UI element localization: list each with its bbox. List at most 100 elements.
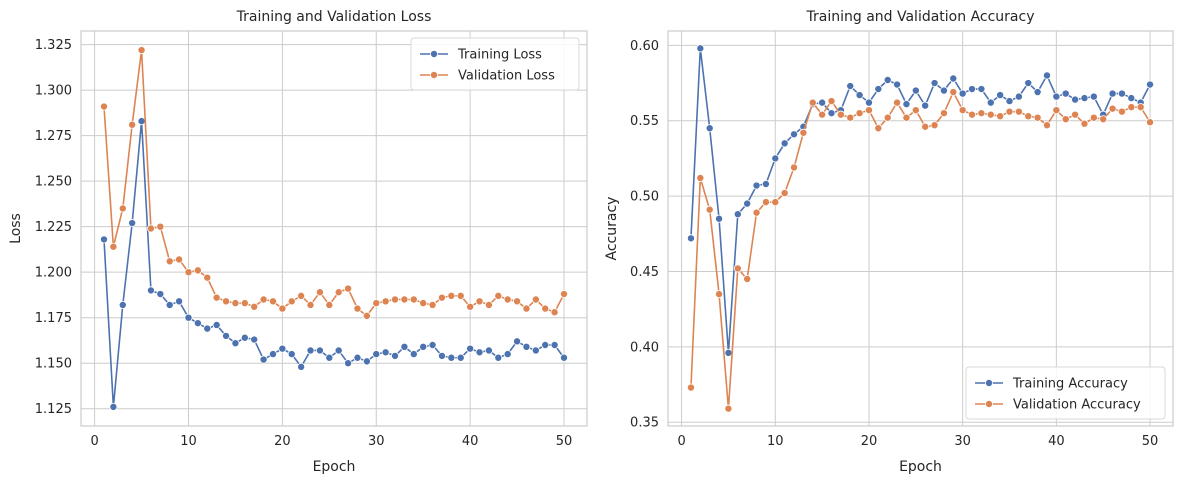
data-point [428,300,437,309]
data-point [522,342,531,351]
data-point [362,357,371,366]
data-point [902,113,911,122]
legend-marker-swatch [429,50,438,59]
legend: Training Loss Validation Loss [410,37,580,91]
data-point [344,359,353,368]
data-point [855,91,864,100]
axes-frame [667,30,1174,427]
legend-label: Validation Accuracy [1013,398,1141,413]
data-point [1005,107,1014,116]
data-point [156,222,165,231]
data-point [686,234,695,243]
data-point [250,335,259,344]
data-point [513,337,522,346]
data-point [137,46,146,55]
data-point [306,346,315,355]
data-point [137,117,146,126]
data-point [996,112,1005,121]
data-point [259,295,268,304]
data-point [1033,113,1042,122]
legend: Training Accuracy Validation Accuracy [965,366,1166,420]
data-point [466,302,475,311]
data-point [911,86,920,95]
axes-frame [80,30,588,427]
y-axis-label: Accuracy [604,197,620,261]
data-point [883,113,892,122]
data-point [986,110,995,119]
legend-marker-swatch [429,71,438,80]
data-point [1024,79,1033,88]
data-point [864,98,873,107]
data-point [930,79,939,88]
y-tick-label: 0.60 [630,39,659,54]
data-point [475,297,484,306]
data-point [287,297,296,306]
data-point [930,121,939,130]
legend-label: Training Accuracy [1012,377,1128,392]
data-point [231,339,240,348]
chart-title: Training and Validation Loss [236,9,432,25]
data-point [381,297,390,306]
y-tick-label: 1.250 [35,175,72,190]
data-point [743,275,752,284]
chart-panel-1: 0 10 20 30 40 50 0.35 0.40 0.45 0.50 0.55 0.60 Train… [604,9,1174,475]
data-point [278,304,287,313]
data-point [193,319,202,328]
legend-marker-swatch [985,378,994,387]
data-point [1108,89,1117,98]
x-tick-label: 20 [274,434,291,449]
data-point [771,154,780,163]
data-point [306,300,315,309]
data-point [743,199,752,208]
x-axis-label: Epoch [313,459,356,475]
data-point [475,348,484,357]
data-point [409,350,418,359]
x-tick-label: 50 [1142,434,1159,449]
x-tick-label: 30 [368,434,385,449]
data-point [391,295,400,304]
data-point [541,340,550,349]
data-point [428,340,437,349]
x-tick-label: 40 [462,434,479,449]
y-tick-label: 1.300 [35,84,72,99]
data-point [1014,107,1023,116]
y-tick-label: 0.40 [630,340,659,355]
data-point [315,346,324,355]
data-point [1061,89,1070,98]
data-point [1024,112,1033,121]
data-point [344,284,353,293]
series-line-0 [690,48,1151,353]
x-tick-label: 10 [767,434,784,449]
data-point [911,106,920,115]
data-point [1014,92,1023,101]
data-point [705,205,714,214]
data-point [456,353,465,362]
data-point [372,299,381,308]
legend-marker-swatch [985,399,994,408]
data-point [128,219,137,228]
y-tick-label: 1.325 [35,38,72,53]
data-point [1108,104,1117,113]
data-point [724,348,733,357]
data-point [494,353,503,362]
data-point [977,109,986,118]
data-point [184,313,193,322]
x-tick-label: 0 [90,434,98,449]
data-point [297,291,306,300]
data-point [1080,119,1089,128]
data-point [268,297,277,306]
data-point [203,324,212,333]
data-point [175,255,184,264]
data-point [696,44,705,53]
data-point [799,128,808,137]
data-point [456,291,465,300]
data-point [240,333,249,342]
data-point [1146,80,1155,89]
data-point [902,100,911,109]
data-point [297,362,306,371]
data-point [846,82,855,91]
data-point [790,130,799,139]
data-point [503,295,512,304]
data-point [1136,103,1145,112]
x-tick-label: 20 [861,434,878,449]
